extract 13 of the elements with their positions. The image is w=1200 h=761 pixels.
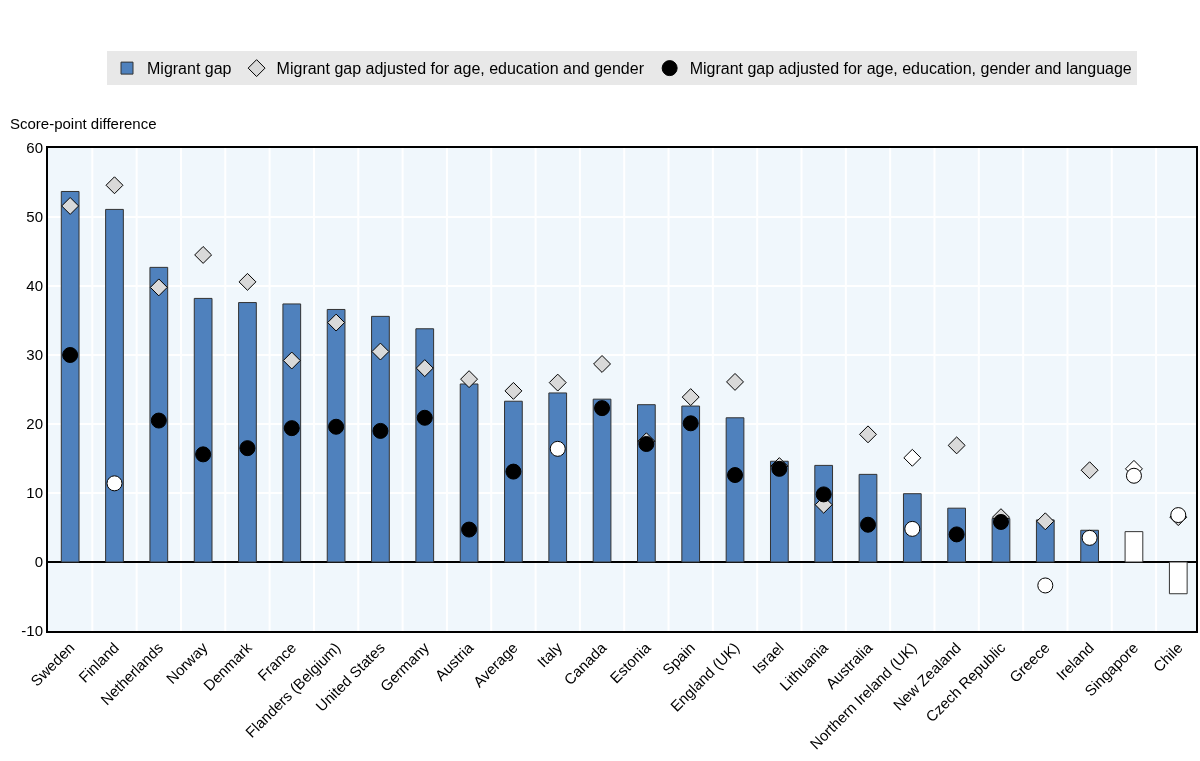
legend-label: Migrant gap adjusted for age, education, gender and language (689, 60, 1132, 78)
y-tick-label: 60 (26, 139, 43, 157)
legend-label: Migrant gap (147, 60, 232, 78)
legend-label: Migrant gap adjusted for age, education and gender (276, 60, 645, 78)
y-tick-label: 50 (26, 208, 43, 226)
y-tick-label: 10 (26, 484, 43, 502)
x-tick-label: Italy (533, 638, 566, 671)
y-tick-label: 20 (26, 415, 43, 433)
y-axis-title: Score-point difference (10, 115, 157, 132)
y-tick-label: 30 (26, 346, 43, 364)
y-tick-label: 40 (26, 277, 43, 295)
y-tick-label: -10 (21, 622, 43, 640)
y-tick-label: 0 (34, 553, 43, 571)
